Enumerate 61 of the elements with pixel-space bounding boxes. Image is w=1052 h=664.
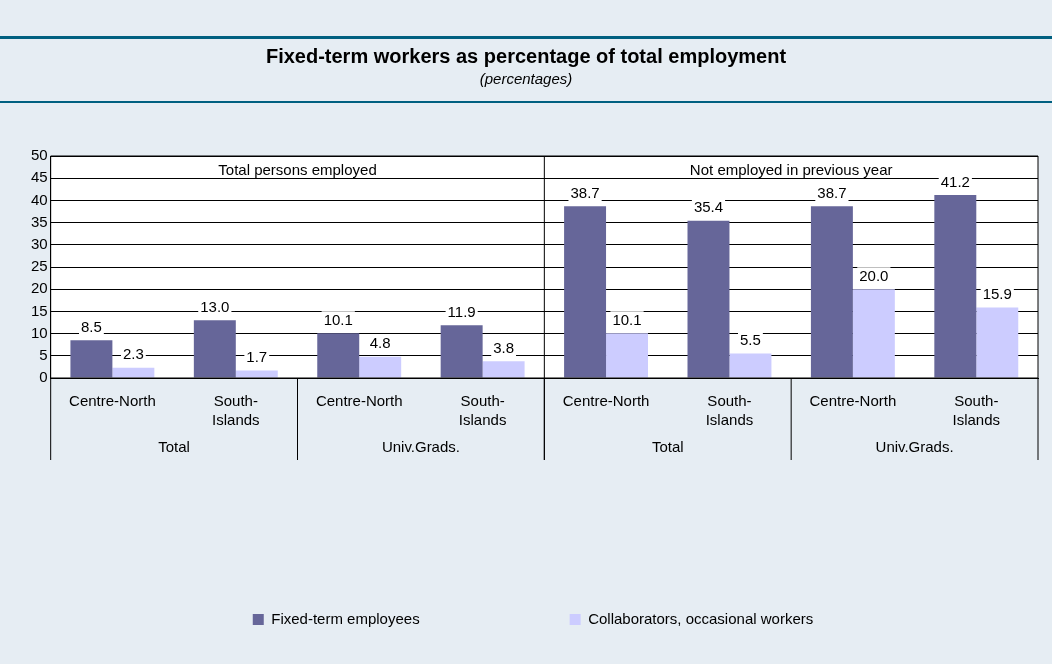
data-label: 15.9 xyxy=(982,285,1012,303)
bar xyxy=(564,206,607,378)
x-tick-label: Centre-North xyxy=(69,392,156,410)
data-label: 10.1 xyxy=(612,310,642,328)
x-tick-label: South-Islands xyxy=(705,392,754,429)
data-label: 4.8 xyxy=(369,334,391,352)
y-tick-label: 50 xyxy=(31,146,48,164)
y-tick-label: 25 xyxy=(31,257,48,275)
bar xyxy=(359,356,402,378)
bar xyxy=(606,333,649,378)
data-label: 1.7 xyxy=(246,348,268,366)
bar xyxy=(934,195,977,378)
text: Univ.Grads. xyxy=(381,438,460,456)
x-tick-label: Centre-North xyxy=(315,392,403,410)
x-tick-label: South-Islands xyxy=(952,392,1001,429)
data-label: 3.8 xyxy=(493,338,515,356)
y-tick-label: 5 xyxy=(39,345,48,363)
data-label: 20.0 xyxy=(859,266,889,284)
chart-title: Fixed-term workers as percentage of total employment xyxy=(264,45,788,68)
y-tick-label: 40 xyxy=(31,190,48,208)
text: Total xyxy=(651,438,684,456)
bar xyxy=(112,367,155,378)
legend-label: Fixed-term employees xyxy=(271,609,420,627)
data-label: 2.3 xyxy=(122,345,144,363)
bar xyxy=(70,340,113,378)
y-tick-label: 35 xyxy=(31,212,48,230)
legend-label: Collaborators, occasional workers xyxy=(588,609,814,627)
x-tick-label: Centre-North xyxy=(809,392,897,410)
data-label: 41.2 xyxy=(940,172,970,190)
data-label: 5.5 xyxy=(740,331,761,349)
annotation: Not employed in previous year xyxy=(689,161,893,179)
x-tick-label: South-Islands xyxy=(212,392,260,429)
text: Total xyxy=(158,438,190,456)
bar xyxy=(687,220,730,378)
y-tick-label: 15 xyxy=(31,301,48,319)
bar xyxy=(193,320,236,378)
data-label: 38.7 xyxy=(817,183,847,201)
y-tick-label: 20 xyxy=(31,279,48,297)
data-label: 11.9 xyxy=(447,302,476,320)
bar xyxy=(976,307,1019,378)
annotation: Total persons employed xyxy=(218,161,377,179)
bar xyxy=(235,370,278,378)
y-tick-label: 10 xyxy=(31,323,48,341)
data-label: 35.4 xyxy=(693,198,724,216)
bar xyxy=(440,325,483,378)
x-tick-label: South-Islands xyxy=(458,392,507,429)
text: Univ.Grads. xyxy=(875,438,954,456)
bar xyxy=(852,289,895,378)
y-tick-label: 45 xyxy=(31,168,48,186)
data-label: 13.0 xyxy=(200,297,230,315)
data-label: 38.7 xyxy=(570,183,600,201)
bar xyxy=(810,206,853,378)
chart-subtitle: (percentages) xyxy=(478,70,574,87)
data-label: 10.1 xyxy=(323,310,353,328)
bar xyxy=(729,353,772,378)
bar xyxy=(317,333,360,378)
data-label: 8.5 xyxy=(80,317,102,335)
bar xyxy=(482,361,525,378)
y-tick-label: 30 xyxy=(31,234,48,252)
x-tick-label: Centre-North xyxy=(562,392,650,410)
y-tick-label: 0 xyxy=(39,368,48,386)
